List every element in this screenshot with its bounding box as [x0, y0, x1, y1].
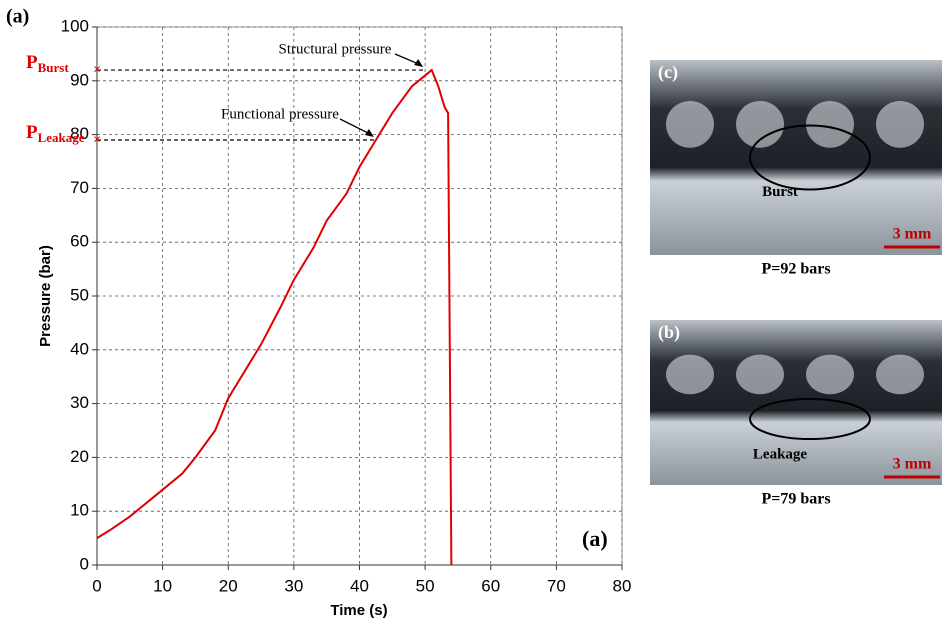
scale-label: 3 mm — [893, 456, 932, 473]
label-main: P — [26, 122, 38, 143]
reference-marker: × — [93, 61, 101, 76]
callout-ring — [749, 398, 871, 440]
x-tick-label: 60 — [481, 576, 500, 595]
y-tick-label: 50 — [70, 285, 89, 304]
pressure-line — [96, 68, 453, 566]
reference-label: PLeakage — [26, 122, 85, 145]
x-tick-label: 70 — [547, 576, 566, 595]
photo-glare — [806, 100, 854, 148]
x-tick-label: 30 — [284, 576, 303, 595]
annotation: Structural pressure — [279, 41, 392, 57]
x-tick-label: 80 — [613, 576, 632, 595]
y-tick-label: 60 — [70, 232, 89, 251]
y-tick-label: 10 — [70, 501, 89, 520]
x-axis-label: Time (s) — [330, 602, 387, 619]
x-tick-label: 0 — [92, 576, 101, 595]
y-tick-label: 100 — [61, 16, 89, 35]
y-tick-label: 90 — [70, 70, 89, 89]
x-tick-label: 40 — [350, 576, 369, 595]
photo — [650, 60, 942, 255]
reference-label: PBurst — [26, 52, 69, 75]
arrow-head — [364, 128, 374, 137]
label-sub: Burst — [38, 60, 70, 75]
y-tick-label: 30 — [70, 393, 89, 412]
scale-label: 3 mm — [893, 226, 932, 243]
x-tick-label: 10 — [153, 576, 172, 595]
photo-glare — [806, 354, 854, 395]
callout-label: Leakage — [753, 447, 808, 463]
annotation: Functional pressure — [221, 106, 339, 122]
photo-glare — [876, 354, 924, 395]
panel-tag: (c) — [658, 62, 678, 83]
photo-glare — [736, 354, 784, 395]
photo — [650, 320, 942, 485]
annotation-arrow — [339, 118, 373, 136]
photo-glare — [736, 100, 784, 148]
y-tick-label: 0 — [80, 554, 89, 573]
panel-label: (a) — [6, 6, 29, 28]
inner-label: (a) — [582, 526, 608, 551]
x-tick-label: 50 — [416, 576, 435, 595]
label-main: P — [26, 52, 38, 73]
photo-glare — [876, 100, 924, 148]
y-axis-label: Pressure (bar) — [37, 245, 54, 347]
y-tick-label: 70 — [70, 178, 89, 197]
label-sub: Leakage — [38, 130, 85, 145]
y-tick-label: 20 — [70, 447, 89, 466]
photo-glare — [666, 354, 714, 395]
y-tick-label: 80 — [70, 124, 89, 143]
arrow-head — [414, 59, 424, 68]
reference-marker: × — [93, 131, 101, 146]
photo-glare — [666, 100, 714, 148]
panel-tag: (b) — [658, 322, 680, 343]
callout-ring — [749, 124, 871, 191]
x-tick-label: 20 — [219, 576, 238, 595]
photo-panels: (c) Burst 3 mm P=92 bars (b) Leakage 3 mm P=79 … — [650, 60, 942, 508]
plot-area — [96, 26, 623, 566]
y-tick-label: 40 — [70, 339, 89, 358]
callout-label: Burst — [762, 184, 798, 200]
photo-caption: P=92 bars — [761, 261, 830, 278]
photo-caption: P=79 bars — [761, 491, 830, 508]
